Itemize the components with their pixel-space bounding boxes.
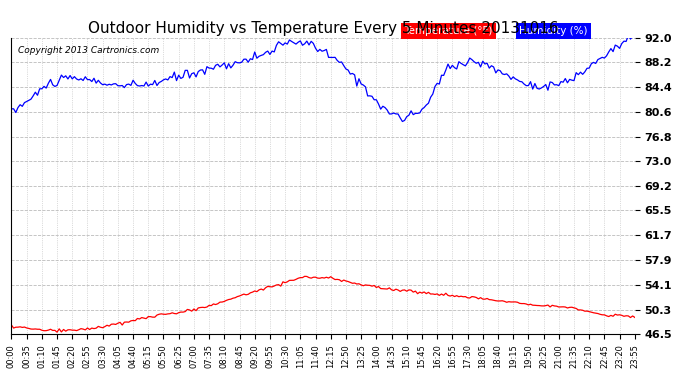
Title: Outdoor Humidity vs Temperature Every 5 Minutes 20131016: Outdoor Humidity vs Temperature Every 5 … — [88, 21, 558, 36]
Text: Copyright 2013 Cartronics.com: Copyright 2013 Cartronics.com — [18, 46, 159, 56]
Text: Temperature (°F): Temperature (°F) — [404, 26, 493, 36]
Text: Humidity (%): Humidity (%) — [520, 26, 588, 36]
